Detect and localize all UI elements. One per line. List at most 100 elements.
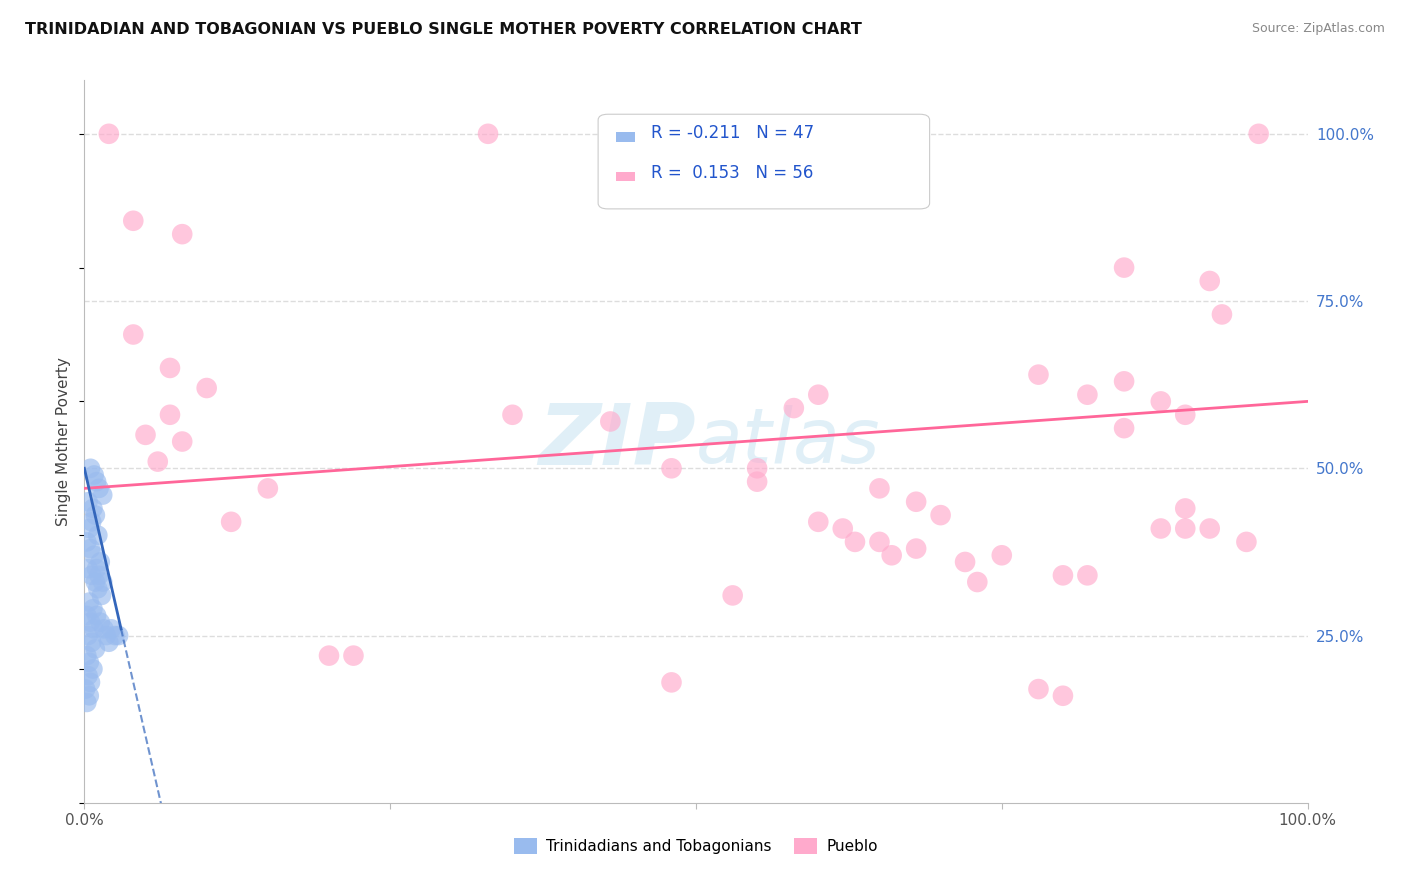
Point bbox=[84, 642, 107, 657]
Point bbox=[807, 387, 830, 401]
Point bbox=[172, 227, 194, 242]
Point bbox=[869, 534, 891, 549]
Point bbox=[747, 461, 769, 475]
Point bbox=[84, 508, 107, 523]
Text: R =  0.153   N = 56: R = 0.153 N = 56 bbox=[651, 164, 813, 182]
Point bbox=[97, 127, 120, 141]
Point bbox=[77, 655, 100, 669]
Point bbox=[1114, 260, 1136, 275]
Point bbox=[1174, 501, 1197, 516]
Point bbox=[747, 475, 769, 489]
Point bbox=[91, 488, 114, 502]
Point bbox=[91, 575, 114, 590]
Point bbox=[721, 589, 744, 603]
Point bbox=[87, 528, 110, 542]
Point bbox=[90, 589, 112, 603]
Point bbox=[107, 628, 129, 642]
Point bbox=[477, 127, 499, 141]
Point bbox=[80, 635, 103, 649]
Point bbox=[80, 568, 103, 582]
Point bbox=[1076, 387, 1098, 401]
Point bbox=[831, 521, 853, 535]
Text: TRINIDADIAN AND TOBAGONIAN VS PUEBLO SINGLE MOTHER POVERTY CORRELATION CHART: TRINIDADIAN AND TOBAGONIAN VS PUEBLO SIN… bbox=[25, 22, 862, 37]
Point bbox=[77, 494, 100, 508]
Point bbox=[1247, 127, 1270, 141]
Point bbox=[77, 595, 100, 609]
Point bbox=[661, 675, 683, 690]
Point bbox=[1052, 689, 1074, 703]
Text: Source: ZipAtlas.com: Source: ZipAtlas.com bbox=[1251, 22, 1385, 36]
Point bbox=[929, 508, 952, 523]
Point bbox=[1028, 368, 1050, 382]
Point bbox=[1211, 307, 1233, 322]
Point bbox=[79, 541, 101, 556]
Point bbox=[77, 562, 100, 576]
Point bbox=[86, 475, 108, 489]
Point bbox=[905, 541, 928, 556]
Point bbox=[905, 494, 928, 508]
Point bbox=[83, 467, 105, 482]
Point bbox=[1150, 521, 1173, 535]
Point bbox=[1150, 394, 1173, 409]
Point bbox=[195, 381, 218, 395]
Point bbox=[880, 127, 903, 141]
Point bbox=[502, 408, 524, 422]
Point bbox=[159, 361, 181, 376]
Point bbox=[83, 622, 105, 636]
Point bbox=[342, 648, 364, 663]
Point bbox=[1114, 421, 1136, 435]
Y-axis label: Single Mother Poverty: Single Mother Poverty bbox=[56, 357, 72, 526]
Point bbox=[1198, 521, 1220, 535]
Point bbox=[76, 608, 98, 623]
Point bbox=[76, 696, 98, 710]
Point bbox=[82, 602, 104, 616]
Point bbox=[96, 628, 118, 642]
Point bbox=[77, 689, 100, 703]
Point bbox=[146, 455, 169, 469]
Point bbox=[79, 615, 101, 630]
Point bbox=[86, 608, 108, 623]
Point bbox=[77, 669, 100, 683]
Point bbox=[89, 615, 111, 630]
Point bbox=[87, 482, 110, 496]
Point bbox=[880, 548, 903, 563]
Point bbox=[76, 534, 98, 549]
Point bbox=[661, 461, 683, 475]
Point bbox=[77, 521, 100, 535]
FancyBboxPatch shape bbox=[598, 114, 929, 209]
Point bbox=[93, 622, 115, 636]
Point bbox=[1174, 408, 1197, 422]
Point bbox=[1052, 568, 1074, 582]
Point bbox=[257, 482, 280, 496]
Point bbox=[844, 534, 866, 549]
Point bbox=[79, 461, 101, 475]
Point bbox=[966, 575, 988, 590]
Point bbox=[1236, 534, 1258, 549]
Bar bbox=[616, 132, 636, 142]
Point bbox=[1198, 274, 1220, 288]
Point bbox=[76, 648, 98, 663]
Legend: Trinidadians and Tobagonians, Pueblo: Trinidadians and Tobagonians, Pueblo bbox=[508, 832, 884, 860]
Point bbox=[80, 515, 103, 529]
Point bbox=[1028, 681, 1050, 696]
Point bbox=[89, 555, 111, 569]
Point bbox=[1076, 568, 1098, 582]
Point bbox=[83, 548, 105, 563]
Point bbox=[77, 628, 100, 642]
Point bbox=[87, 582, 110, 596]
Point bbox=[869, 482, 891, 496]
Point bbox=[953, 555, 976, 569]
Point bbox=[172, 434, 194, 449]
Text: atlas: atlas bbox=[696, 405, 880, 478]
Point bbox=[219, 515, 242, 529]
Point bbox=[122, 214, 145, 228]
Point bbox=[104, 628, 127, 642]
Bar bbox=[616, 171, 636, 181]
Text: ZIP: ZIP bbox=[538, 400, 696, 483]
Point bbox=[82, 662, 104, 676]
Point bbox=[807, 515, 830, 529]
Point bbox=[1174, 521, 1197, 535]
Point bbox=[599, 414, 621, 429]
Point bbox=[122, 327, 145, 342]
Point bbox=[135, 427, 157, 442]
